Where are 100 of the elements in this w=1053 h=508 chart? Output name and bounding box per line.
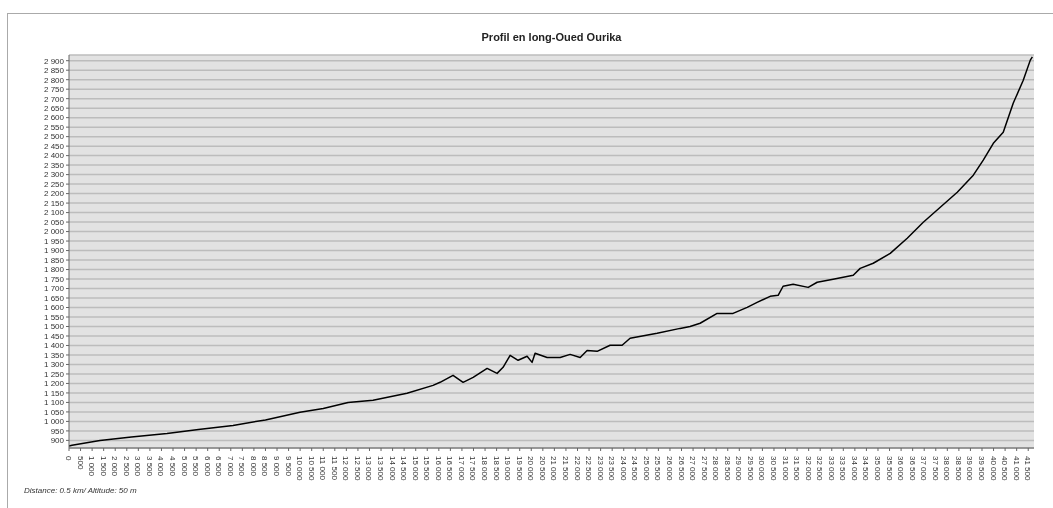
- x-tick-label: 15 500: [422, 456, 432, 482]
- x-tick-label: 17 000: [456, 456, 466, 482]
- x-tick-label: 24 500: [630, 456, 640, 482]
- y-tick-label: 2 400: [43, 151, 65, 161]
- y-tick-label: 1 500: [43, 322, 65, 332]
- x-tick-label: 23 000: [595, 456, 605, 482]
- x-tick-label: 20 500: [537, 456, 547, 482]
- x-tick-label: 9 000: [272, 456, 282, 477]
- y-tick-label: 1 450: [43, 331, 65, 341]
- x-tick-label: 7 500: [237, 456, 247, 477]
- x-tick-label: 22 000: [572, 456, 582, 482]
- x-tick-label: 27 000: [688, 456, 698, 482]
- y-tick-label: 2 000: [43, 227, 65, 237]
- x-tick-label: 31 500: [792, 456, 802, 482]
- y-tick-label: 1 350: [43, 350, 65, 360]
- y-tick-label: 1 650: [43, 293, 65, 303]
- y-tick-label: 1 400: [43, 341, 65, 351]
- x-tick-label: 10 000: [295, 456, 305, 482]
- y-tick-label: 900: [50, 436, 65, 446]
- y-tick-label: 2 800: [43, 75, 65, 85]
- x-tick-label: 4 000: [156, 456, 166, 477]
- x-tick-label: 21 500: [560, 456, 570, 482]
- x-tick-label: 1 000: [87, 456, 97, 477]
- y-tick-label: 2 350: [43, 160, 65, 170]
- x-tick-label: 21 000: [549, 456, 559, 482]
- x-tick-label: 18 000: [480, 456, 490, 482]
- x-tick-label: 36 000: [896, 456, 906, 482]
- x-tick-label: 12 000: [341, 456, 351, 482]
- x-tick-label: 19 500: [514, 456, 524, 482]
- x-tick-label: 25 500: [653, 456, 663, 482]
- x-tick-label: 28 000: [711, 456, 721, 482]
- x-tick-label: 22 500: [584, 456, 594, 482]
- x-tick-label: 30 000: [757, 456, 767, 482]
- x-tick-label: 34 000: [849, 456, 859, 482]
- x-tick-label: 15 000: [410, 456, 420, 482]
- x-tick-label: 12 500: [352, 456, 362, 482]
- x-tick-label: 39 500: [976, 456, 986, 482]
- x-tick-label: 19 000: [503, 456, 513, 482]
- x-tick-label: 26 500: [676, 456, 686, 482]
- x-tick-label: 40 500: [1000, 456, 1010, 482]
- x-tick-label: 33 000: [826, 456, 836, 482]
- y-tick-label: 2 500: [43, 132, 65, 142]
- x-tick-label: 18 500: [491, 456, 501, 482]
- x-tick-label: 29 500: [745, 456, 755, 482]
- y-tick-label: 1 900: [43, 246, 65, 256]
- y-tick-label: 2 150: [43, 198, 65, 208]
- y-tick-label: 2 900: [43, 56, 65, 66]
- x-tick-label: 25 000: [641, 456, 651, 482]
- x-tick-label: 0: [64, 456, 73, 461]
- y-tick-label: 1 600: [43, 303, 65, 313]
- x-tick-label: 5 500: [191, 456, 201, 477]
- x-tick-label: 38 500: [953, 456, 963, 482]
- y-tick-label: 2 450: [43, 141, 65, 151]
- y-tick-label: 2 550: [43, 122, 65, 132]
- x-tick-label: 23 500: [607, 456, 617, 482]
- x-tick-label: 38 000: [942, 456, 952, 482]
- x-tick-label: 34 500: [861, 456, 871, 482]
- x-tick-label: 5 000: [179, 456, 189, 477]
- y-tick-label: 1 000: [43, 417, 65, 427]
- y-tick-label: 2 300: [43, 170, 65, 180]
- y-tick-label: 1 700: [43, 284, 65, 294]
- y-tick-label: 2 650: [43, 104, 65, 113]
- y-tick-label: 2 600: [43, 113, 65, 123]
- y-tick-label: 950: [50, 426, 65, 436]
- x-tick-label: 7 000: [225, 456, 235, 477]
- y-tick-label: 2 750: [43, 85, 65, 95]
- y-tick-label: 1 550: [43, 312, 65, 322]
- x-tick-label: 26 000: [664, 456, 674, 482]
- x-tick-label: 20 000: [526, 456, 536, 482]
- x-tick-label: 29 000: [734, 456, 744, 482]
- x-tick-label: 28 500: [722, 456, 732, 482]
- x-tick-label: 2 500: [121, 456, 131, 477]
- x-tick-label: 3 000: [133, 456, 143, 477]
- x-tick-label: 9 500: [283, 456, 293, 477]
- x-tick-label: 10 500: [306, 456, 316, 482]
- x-tick-label: 40 000: [988, 456, 998, 482]
- x-tick-label: 4 500: [168, 456, 178, 477]
- y-tick-label: 1 750: [43, 274, 65, 284]
- x-tick-label: 37 500: [930, 456, 940, 482]
- x-tick-label: 32 000: [803, 456, 813, 482]
- x-tick-label: 16 500: [445, 456, 455, 482]
- x-tick-label: 32 500: [815, 456, 825, 482]
- y-tick-label: 1 250: [43, 369, 65, 379]
- x-tick-label: 2 000: [110, 456, 120, 477]
- y-tick-label: 1 150: [43, 388, 65, 398]
- chart-title: Profil en long-Oued Ourika: [480, 31, 623, 43]
- x-tick-label: 6 000: [202, 456, 212, 477]
- y-tick-label: 1 800: [43, 265, 65, 275]
- x-tick-label: 35 500: [884, 456, 894, 482]
- x-tick-label: 13 000: [364, 456, 374, 482]
- x-tick-label: 30 500: [768, 456, 778, 482]
- y-tick-label: 2 100: [43, 208, 65, 218]
- x-tick-label: 31 000: [780, 456, 790, 482]
- x-tick-label: 500: [75, 456, 85, 470]
- x-tick-label: 17 500: [468, 456, 478, 482]
- x-tick-label: 11 000: [318, 456, 328, 481]
- y-tick-label: 1 300: [43, 360, 65, 370]
- y-tick-label: 1 850: [43, 255, 65, 265]
- y-tick-label: 2 700: [43, 94, 65, 104]
- x-tick-label: 8 500: [260, 456, 270, 477]
